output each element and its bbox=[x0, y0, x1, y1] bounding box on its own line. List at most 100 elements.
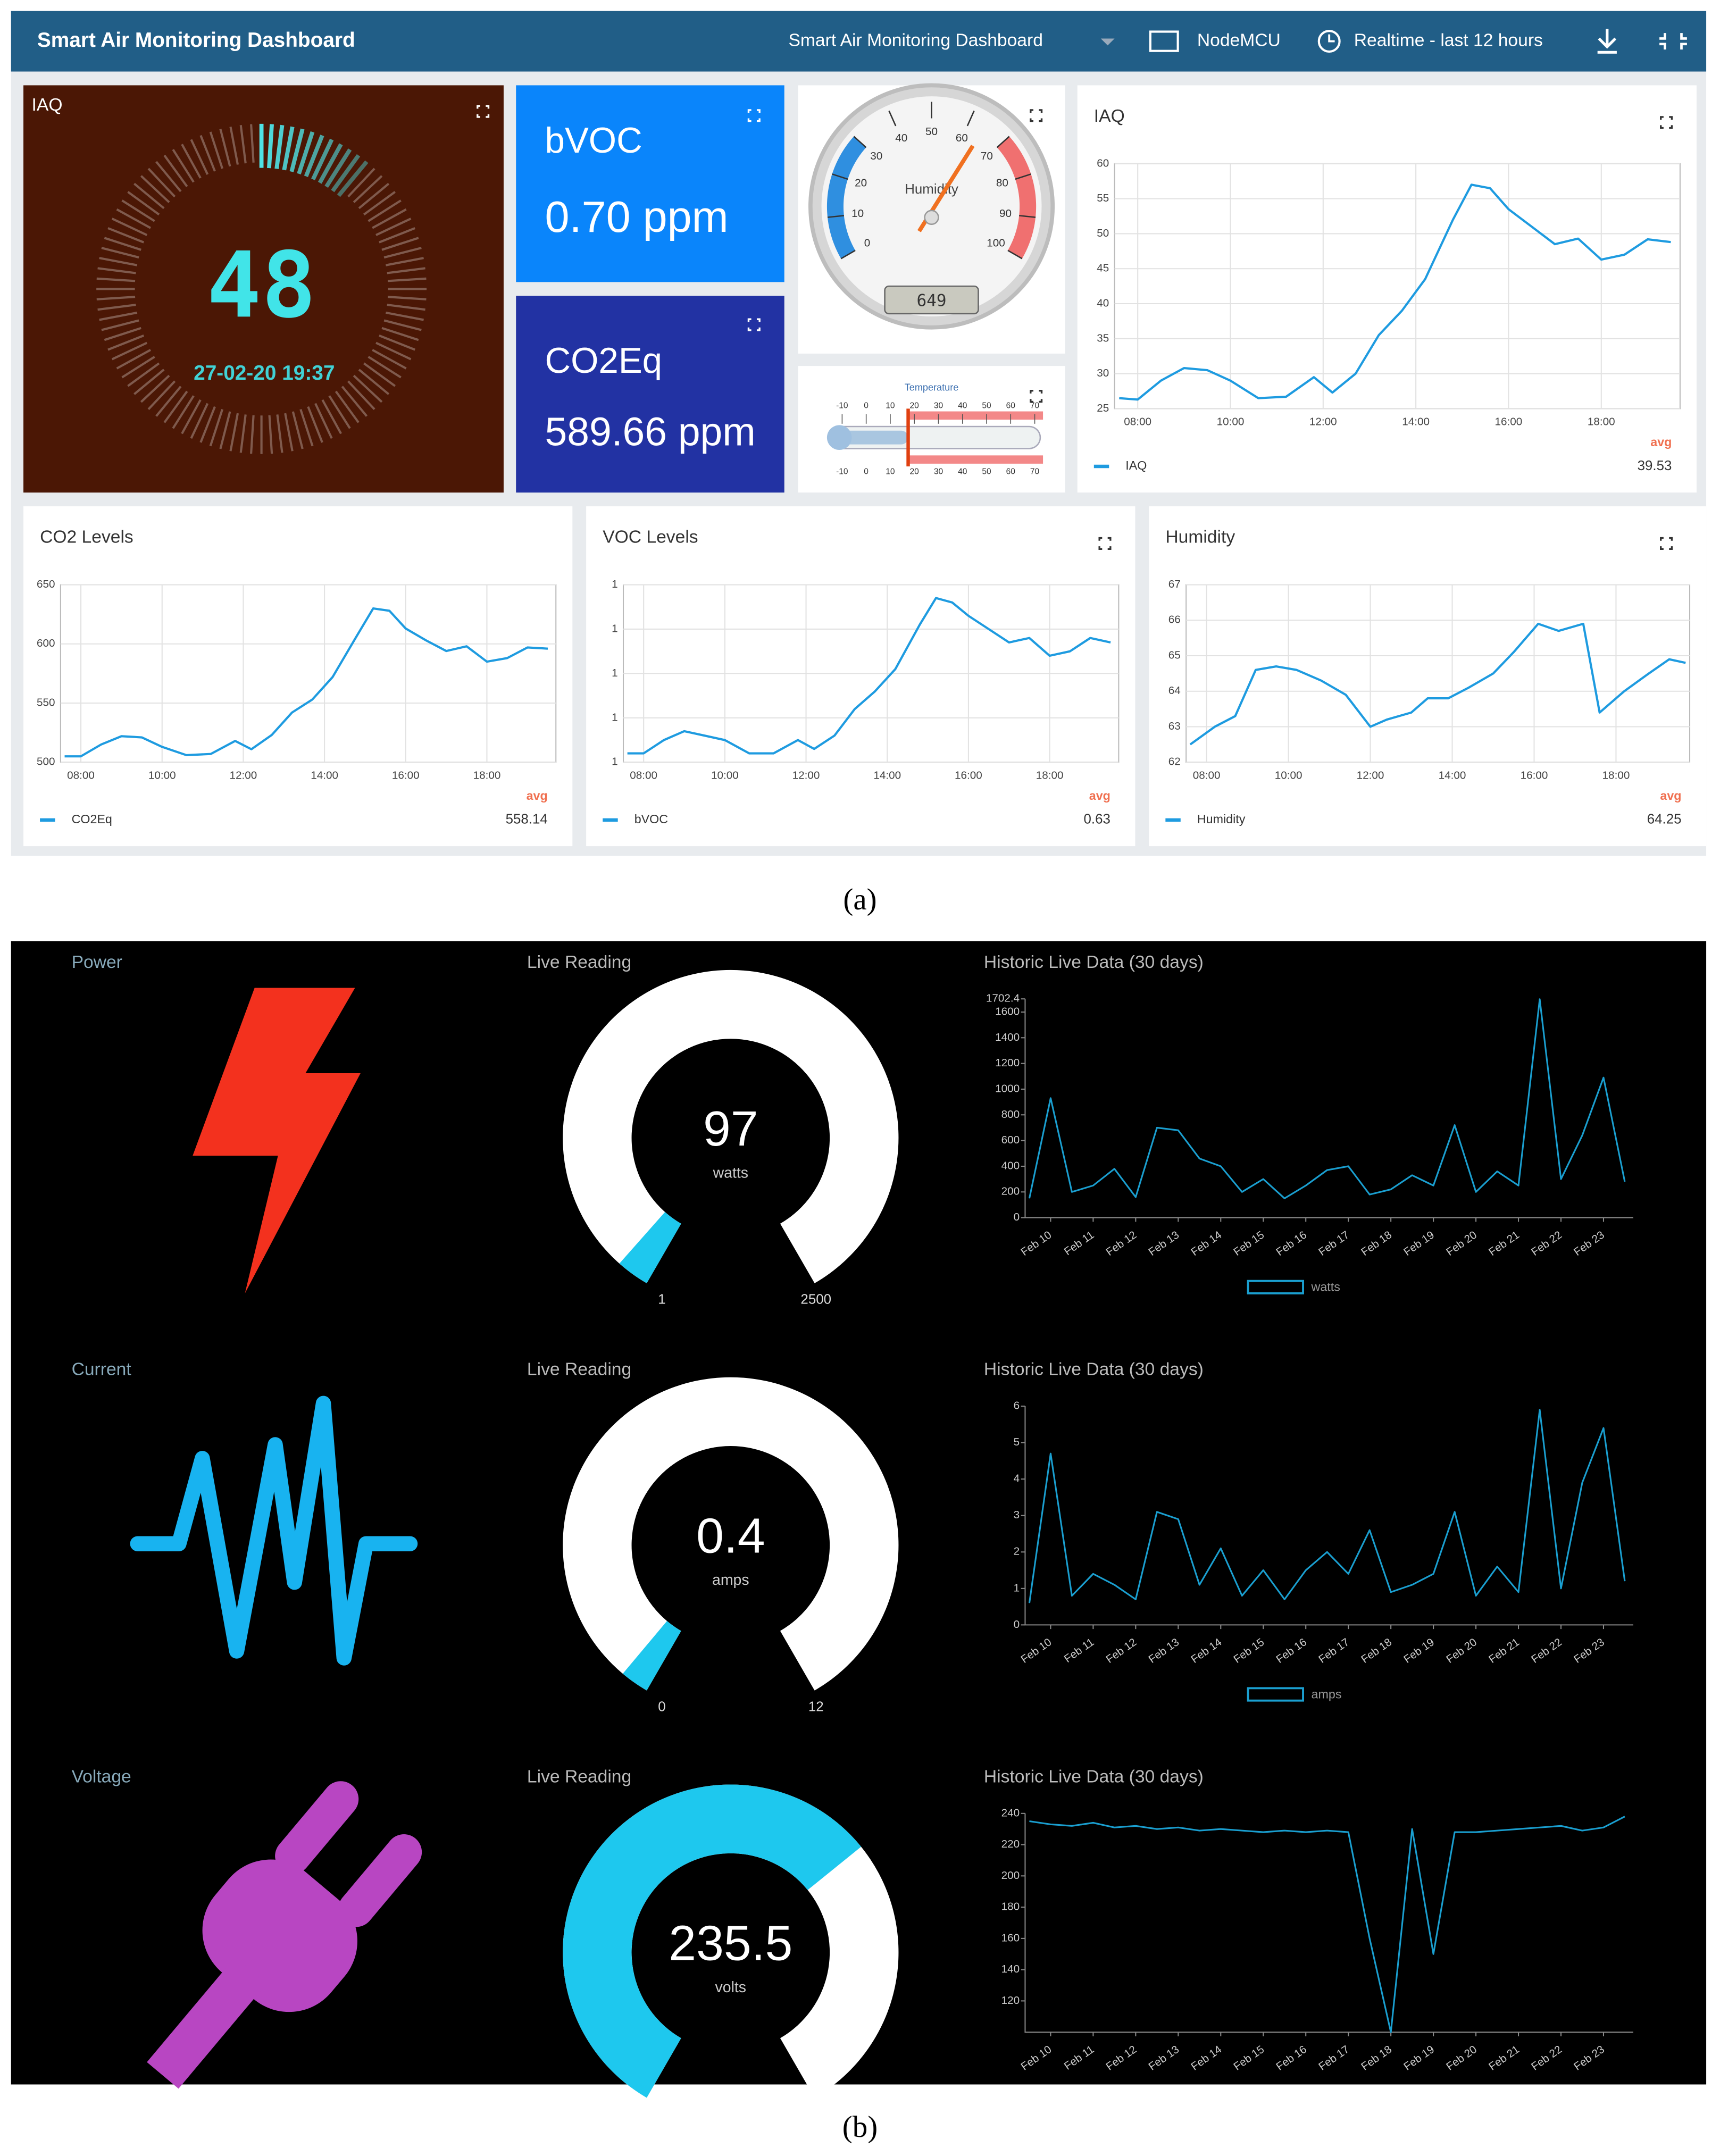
thermo-bulb bbox=[826, 425, 852, 450]
ring-tick bbox=[276, 414, 283, 453]
ring-tick bbox=[190, 139, 209, 175]
dial-tick bbox=[888, 110, 897, 127]
dial-tick bbox=[853, 136, 867, 148]
y-tick-label: 1000 bbox=[995, 1082, 1020, 1094]
series-line bbox=[627, 597, 1111, 755]
temp-tick-label: 50 bbox=[982, 401, 991, 410]
y-tick-label: 66 bbox=[1168, 614, 1181, 626]
ring-tick bbox=[250, 415, 255, 454]
ring-tick bbox=[163, 390, 188, 423]
ring-tick bbox=[190, 403, 209, 439]
dial-label: 30 bbox=[870, 150, 882, 162]
download-icon[interactable] bbox=[1597, 29, 1617, 54]
y-tick-label: 800 bbox=[1001, 1108, 1020, 1121]
ring-tick bbox=[268, 415, 273, 454]
low-band bbox=[826, 136, 866, 259]
y-tick-label: 1 bbox=[1014, 1582, 1020, 1594]
gauge-value: 97 bbox=[703, 1101, 758, 1156]
expand-icon[interactable] bbox=[1660, 116, 1673, 129]
dial-tick bbox=[966, 110, 975, 127]
y-tick-label: 45 bbox=[1097, 262, 1109, 274]
ring-tick bbox=[101, 319, 139, 331]
ring-tick bbox=[107, 227, 145, 244]
ring-tick bbox=[299, 409, 314, 447]
ring-tick bbox=[229, 126, 239, 165]
needle-hub bbox=[924, 210, 939, 225]
legend-label: amps bbox=[1312, 1687, 1342, 1701]
temp-tick-label: 40 bbox=[958, 401, 967, 410]
dropdown-caret[interactable] bbox=[1100, 38, 1115, 46]
expand-icon[interactable] bbox=[536, 537, 549, 550]
y-tick-label: 1 bbox=[612, 756, 618, 768]
ring-tick bbox=[181, 144, 202, 179]
y-tick-label: 550 bbox=[37, 696, 55, 708]
legend-label: CO2Eq bbox=[72, 812, 112, 826]
x-tick-label: 14:00 bbox=[1439, 770, 1466, 782]
device-name[interactable]: NodeMCU bbox=[1197, 31, 1281, 51]
chart-title: Humidity bbox=[1165, 527, 1235, 547]
ring-tick bbox=[127, 362, 160, 387]
chart-title: VOC Levels bbox=[603, 527, 698, 547]
series-line bbox=[1189, 622, 1686, 746]
x-tick-label: 08:00 bbox=[1124, 416, 1151, 428]
ring-tick bbox=[375, 218, 412, 236]
expand-icon[interactable] bbox=[1660, 537, 1673, 550]
y-tick-label: 200 bbox=[1001, 1869, 1020, 1882]
humidity-dial: 0 10 20 30 40 50 60 70 80 90 100 bbox=[826, 102, 1037, 260]
chart-title: Historic Live Data (30 days) bbox=[984, 1767, 1204, 1786]
fullscreen-icon[interactable] bbox=[1659, 33, 1687, 50]
legend-swatch bbox=[1247, 1280, 1304, 1294]
row-title: Current bbox=[72, 1360, 132, 1380]
ring-tick bbox=[372, 208, 407, 229]
gauge-min: 1 bbox=[658, 1292, 665, 1307]
y-tick-label: 40 bbox=[1097, 297, 1109, 309]
ring-tick bbox=[199, 135, 216, 172]
gauge-max: 2500 bbox=[800, 1292, 831, 1307]
legend-label: Humidity bbox=[1197, 812, 1246, 826]
expand-icon[interactable] bbox=[747, 318, 761, 331]
ring-tick bbox=[363, 191, 396, 216]
ring-tick bbox=[96, 296, 136, 300]
legend-label: watts bbox=[1311, 1280, 1340, 1294]
ring-tick bbox=[250, 124, 255, 163]
voc-chart-panel bbox=[586, 506, 1135, 847]
ring-tick bbox=[386, 257, 424, 266]
ring-tick bbox=[321, 399, 342, 434]
expand-icon[interactable] bbox=[747, 109, 761, 122]
x-tick-label: 18:00 bbox=[1588, 416, 1615, 428]
temp-tick-label: 70 bbox=[1030, 401, 1040, 410]
temp-tick-label: -10 bbox=[836, 467, 848, 476]
x-tick-label: 18:00 bbox=[1602, 770, 1630, 782]
dashboard-picker[interactable]: Smart Air Monitoring Dashboard bbox=[788, 31, 1042, 51]
dial-label: 100 bbox=[987, 237, 1005, 249]
ring-tick bbox=[387, 267, 425, 274]
ring-tick bbox=[172, 149, 195, 183]
high-zone bbox=[908, 455, 1043, 464]
ring-tick bbox=[133, 369, 165, 395]
ring-tick bbox=[353, 374, 383, 403]
expand-icon[interactable] bbox=[477, 105, 490, 118]
ring-tick bbox=[96, 277, 136, 282]
temp-tick-label: 10 bbox=[886, 467, 895, 476]
ring-tick bbox=[101, 247, 139, 259]
time-range[interactable]: Realtime - last 12 hours bbox=[1354, 31, 1543, 51]
expand-icon[interactable] bbox=[1030, 109, 1043, 122]
gauge-title: Live Reading bbox=[527, 1360, 631, 1380]
x-tick-label: 14:00 bbox=[311, 770, 338, 782]
ring-tick bbox=[335, 390, 360, 423]
x-tick-label: 08:00 bbox=[1193, 770, 1221, 782]
temp-tick-label: 50 bbox=[982, 467, 991, 476]
y-tick-label: 4 bbox=[1014, 1473, 1020, 1485]
temp-tick-label: 30 bbox=[934, 401, 944, 410]
iaq-chart-panel bbox=[1077, 85, 1697, 493]
expand-icons bbox=[477, 105, 1673, 550]
clock-icon bbox=[1317, 30, 1341, 53]
ring-tick bbox=[133, 182, 165, 210]
avg-label: avg bbox=[1089, 789, 1111, 803]
y-tick-label: 240 bbox=[1001, 1807, 1020, 1819]
y-tick-label: 30 bbox=[1097, 367, 1109, 379]
ring-tick bbox=[181, 399, 202, 434]
expand-icon[interactable] bbox=[1098, 537, 1112, 550]
expand-icon[interactable] bbox=[1030, 390, 1043, 403]
